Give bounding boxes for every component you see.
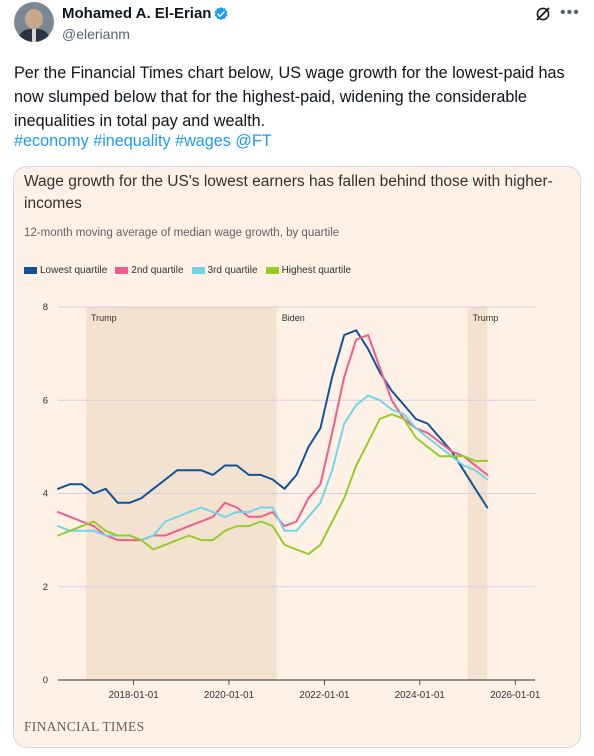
tweet-text: Per the Financial Times chart below, US … [14, 64, 565, 130]
y-tick-label: 4 [43, 489, 48, 500]
period-label: Trump [91, 313, 117, 323]
x-tick-label: 2022-01-01 [299, 690, 349, 701]
y-tick-label: 2 [43, 582, 48, 593]
tweet-header: Mohamed A. El-Erian @elerianm ••• [14, 2, 580, 46]
avatar[interactable] [14, 2, 54, 42]
financial-times-logo: FINANCIAL TIMES [24, 719, 145, 734]
line-chart: Trump Biden Trump 0 2 4 6 8 2018-01-01 2020-01-01… [43, 302, 541, 701]
tweet-hashtags: #economy #inequality #wages @FT [14, 129, 272, 153]
author-handle[interactable]: @elerianm [62, 26, 130, 42]
verified-badge-icon [214, 7, 228, 21]
author-name[interactable]: Mohamed A. El-Erian [62, 5, 212, 22]
y-tick-label: 6 [43, 395, 48, 406]
period-label: Biden [282, 313, 305, 323]
legend-swatch [191, 267, 205, 274]
chart-legend: Lowest quartile 2nd quartile 3rd quartil… [24, 265, 359, 276]
x-tick-label: 2024-01-01 [395, 690, 445, 701]
hashtag-economy[interactable]: #economy [14, 132, 89, 150]
chart-card[interactable]: Wage growth for the US's lowest earners … [13, 166, 581, 748]
avatar-tie [32, 29, 36, 42]
x-tick-label: 2026-01-01 [490, 690, 540, 701]
hashtag-inequality[interactable]: #inequality [93, 132, 171, 150]
series-line-4 [57, 413, 489, 556]
grok-icon[interactable] [534, 5, 552, 23]
y-tick-label: 0 [43, 675, 48, 686]
x-tick-label: 2020-01-01 [204, 690, 254, 701]
legend-item-lowest: Lowest quartile [24, 265, 107, 276]
chart-subtitle: 12-month moving average of median wage g… [24, 227, 340, 239]
hashtag-wages[interactable]: #wages [175, 132, 231, 150]
legend-label: Lowest quartile [40, 265, 108, 276]
legend-item-highest: Highest quartile [265, 265, 352, 276]
mention-ft[interactable]: @FT [235, 132, 272, 150]
x-tick-label: 2018-01-01 [109, 690, 159, 701]
legend-item-2nd: 2nd quartile [115, 265, 184, 276]
series-line-1 [57, 329, 489, 509]
legend-label: 3rd quartile [207, 265, 258, 276]
period-label: Trump [473, 313, 499, 323]
legend-label: Highest quartile [281, 265, 352, 276]
more-options-icon[interactable]: ••• [560, 4, 580, 21]
legend-item-3rd: 3rd quartile [191, 265, 258, 276]
legend-label: 2nd quartile [131, 265, 184, 276]
chart-title: Wage growth for the US's lowest earners … [24, 173, 553, 212]
legend-swatch [265, 267, 279, 274]
legend-swatch [115, 267, 129, 274]
avatar-face [25, 9, 43, 29]
y-tick-label: 8 [43, 302, 48, 313]
legend-swatch [24, 267, 37, 274]
